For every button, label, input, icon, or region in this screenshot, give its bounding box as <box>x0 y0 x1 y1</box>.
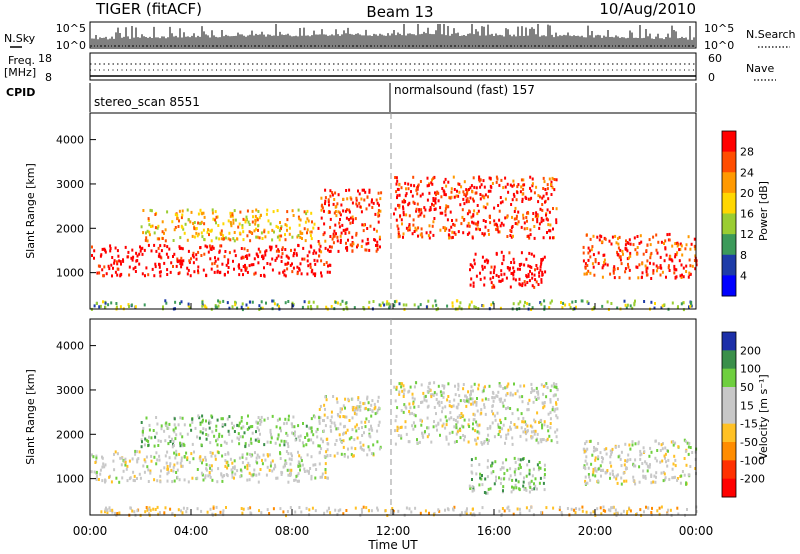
nave-label: Nave <box>746 62 774 75</box>
x-tick-label: 08:00 <box>275 524 310 538</box>
velocity-colorbar-tick: 15 <box>740 399 754 412</box>
power-ylabel: Slant Range [km] <box>24 163 37 259</box>
x-tick-label: 04:00 <box>174 524 209 538</box>
velocity-colorbar-tick: 100 <box>740 363 761 376</box>
power-panel: 1000 2000 3000 4000 Slant Range [km] 28 24 20… <box>24 112 770 312</box>
cpid-segment-2: normalsound (fast) 157 <box>394 83 535 97</box>
beam-label: Beam 13 <box>366 3 433 21</box>
nave-tick-bottom: 0 <box>708 71 715 84</box>
velocity-colorbar-tick: 50 <box>740 381 754 394</box>
nsearch-tick-top: 10^5 <box>704 22 734 35</box>
x-tick-label: 00:00 <box>73 524 108 538</box>
freq-panel: Freq. [MHz] 18 8 60 0 Nave <box>4 52 776 84</box>
nsky-tick-bottom: 10^0 <box>56 39 86 52</box>
velocity-y-tick-label: 2000 <box>56 428 84 441</box>
velocity-y-tick-label: 4000 <box>56 340 84 353</box>
power-colorbar-swatch <box>722 213 736 235</box>
nave-tick-top: 60 <box>708 52 722 65</box>
radar-title: TIGER (fitACF) <box>95 0 202 18</box>
cpid-label: CPID <box>6 86 35 99</box>
velocity-colorbar-swatch <box>722 460 736 480</box>
power-colorbar-swatch <box>722 192 736 214</box>
nsky-panel: N.Sky 10^5 10^0 10^5 10^0 N.Search <box>4 21 796 52</box>
velocity-colorbar: 200 100 50 15 -15 -50 -100 -200 <box>721 331 765 498</box>
velocity-y-tick-label: 1000 <box>56 473 84 486</box>
power-y-tick-label: 2000 <box>56 222 84 235</box>
x-tick-label: 00:00 <box>679 524 714 538</box>
power-colorbar-tick: 8 <box>740 249 747 262</box>
power-colorbar-tick: 28 <box>740 146 754 159</box>
velocity-echo-band <box>468 456 546 495</box>
velocity-colorbar-tick: -15 <box>740 418 758 431</box>
power-colorbar-swatch <box>722 275 736 297</box>
power-echo-band <box>393 175 558 240</box>
power-y-tick-label: 3000 <box>56 178 84 191</box>
x-tick-label: 16:00 <box>477 524 512 538</box>
freq-label: Freq. <box>8 54 35 67</box>
velocity-colorbar-label: Velocity [m s⁻¹] <box>757 374 770 459</box>
power-data <box>90 175 698 312</box>
power-colorbar-label: Power [dB] <box>757 181 770 241</box>
freq-tick-top: 18 <box>38 52 52 65</box>
nsearch-tick-bottom: 10^0 <box>704 39 734 52</box>
velocity-ylabel: Slant Range [km] <box>24 369 37 465</box>
velocity-x-ticks: 00:00 04:00 08:00 12:00 16:00 20:00 00:00 <box>73 509 714 538</box>
x-axis-label: Time UT <box>367 538 418 552</box>
velocity-colorbar-swatch <box>722 423 736 443</box>
cpid-segment-1: stereo_scan 8551 <box>94 95 200 109</box>
velocity-echo-band <box>317 395 382 459</box>
velocity-echo-band <box>140 414 319 449</box>
velocity-echo-band <box>90 449 329 484</box>
velocity-echo-band <box>582 438 698 486</box>
nsearch-label: N.Search <box>746 28 796 41</box>
power-echo-band <box>140 208 316 243</box>
velocity-colorbar-tick: -50 <box>740 436 758 449</box>
power-x-ticks <box>89 303 697 309</box>
x-tick-label: 20:00 <box>578 524 613 538</box>
velocity-colorbar-tick: -200 <box>740 473 765 486</box>
velocity-colorbar-swatch <box>722 387 736 406</box>
power-echo-band <box>317 188 383 254</box>
velocity-colorbar-swatch <box>722 405 736 425</box>
x-tick-label: 12:00 <box>376 524 411 538</box>
velocity-colorbar-swatch <box>722 350 736 370</box>
power-y-tick-label: 1000 <box>56 267 84 280</box>
power-colorbar-tick: 4 <box>740 269 747 282</box>
date-label: 10/Aug/2010 <box>599 0 696 18</box>
power-echo-band <box>91 243 332 278</box>
power-colorbar-swatch <box>722 131 736 153</box>
power-colorbar-tick: 12 <box>740 228 754 241</box>
power-colorbar-swatch <box>722 234 736 256</box>
power-colorbar-tick: 20 <box>740 187 754 200</box>
power-y-tick-label: 4000 <box>56 134 84 147</box>
power-echo-band <box>582 232 698 280</box>
power-echo-band <box>469 250 547 289</box>
nsky-label: N.Sky <box>4 32 36 45</box>
power-y-axis: 1000 2000 3000 4000 <box>56 134 96 280</box>
power-colorbar-swatch <box>722 151 736 173</box>
power-colorbar-tick: 16 <box>740 208 754 221</box>
velocity-colorbar-swatch <box>722 478 736 498</box>
velocity-colorbar-swatch <box>722 332 736 351</box>
velocity-colorbar-swatch <box>722 442 736 461</box>
velocity-y-tick-label: 3000 <box>56 384 84 397</box>
power-echo-band <box>90 299 693 312</box>
power-colorbar-swatch <box>722 254 736 276</box>
velocity-echo-band <box>393 381 559 446</box>
velocity-y-axis: 1000 2000 3000 4000 <box>56 340 96 486</box>
power-colorbar: 28 24 20 16 12 8 4 <box>721 130 754 297</box>
freq-tick-bottom: 8 <box>45 71 52 84</box>
power-colorbar-swatch <box>722 172 736 194</box>
velocity-data <box>90 381 698 518</box>
velocity-panel: 1000 2000 3000 4000 00:00 04:00 08:00 12:00 16:… <box>24 318 770 538</box>
cpid-row: CPID stereo_scan 8551 normalsound (fast)… <box>6 83 697 112</box>
nsky-bars <box>89 24 696 47</box>
power-colorbar-tick: 24 <box>740 166 754 179</box>
freq-unit: [MHz] <box>4 66 36 79</box>
velocity-colorbar-tick: 200 <box>740 344 761 357</box>
velocity-colorbar-swatch <box>722 368 736 388</box>
velocity-colorbar-tick: -100 <box>740 454 765 467</box>
nsky-tick-top: 10^5 <box>56 22 86 35</box>
